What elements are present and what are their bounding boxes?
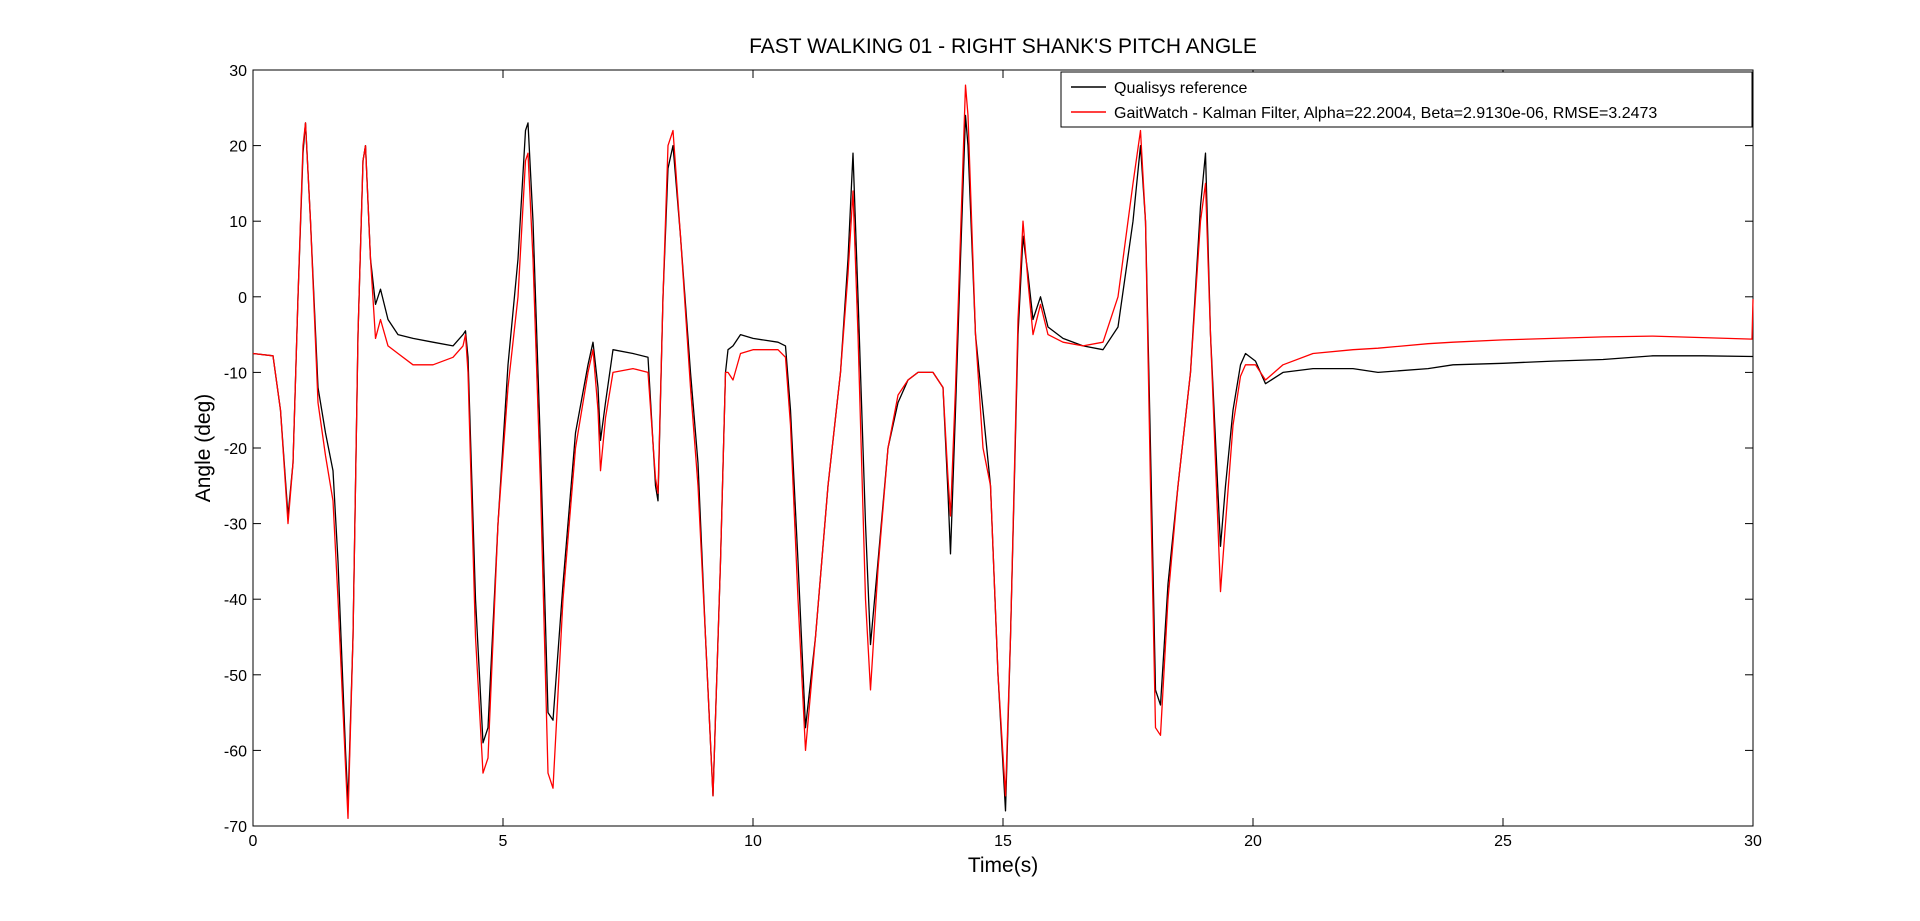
- y-tick-label: -50: [224, 668, 247, 685]
- x-axis-label: Time(s): [968, 854, 1038, 877]
- y-tick-label: -60: [224, 743, 247, 760]
- plot-area: [252, 69, 1754, 827]
- chart-title: FAST WALKING 01 - RIGHT SHANK'S PITCH AN…: [749, 35, 1257, 58]
- legend-label-reference: Qualisys reference: [1114, 80, 1247, 97]
- series-line-gaitwatch-kalman: [252, 84, 1754, 820]
- y-tick-label: 0: [238, 290, 247, 307]
- y-tick-label: 30: [229, 63, 247, 80]
- y-tick-label: -30: [224, 517, 247, 534]
- x-tick-label: 0: [249, 833, 258, 850]
- x-tick-label: 25: [1494, 833, 1512, 850]
- y-tick-label: 10: [229, 214, 247, 231]
- y-tick-label: -40: [224, 592, 247, 609]
- y-tick-label: -20: [224, 441, 247, 458]
- y-tick-label: 20: [229, 139, 247, 156]
- axis-ticks: 0 5 10 15 20 25 30 -70 -60 -50 -40 -30 -20 -10 0 10 20 30: [224, 63, 1762, 850]
- x-tick-label: 15: [994, 833, 1012, 850]
- legend: Qualisys reference GaitWatch - Kalman Fi…: [1060, 71, 1753, 128]
- series-group: [252, 84, 1754, 820]
- x-tick-label: 5: [499, 833, 508, 850]
- legend-label-filter: GaitWatch - Kalman Filter, Alpha=22.2004…: [1114, 105, 1657, 122]
- x-tick-label: 30: [1744, 833, 1762, 850]
- x-tick-label: 10: [744, 833, 762, 850]
- y-tick-label: -10: [224, 365, 247, 382]
- y-tick-label: -70: [224, 819, 247, 836]
- legend-box: [1060, 71, 1753, 128]
- x-tick-label: 20: [1244, 833, 1262, 850]
- y-axis-label: Angle (deg): [192, 394, 215, 503]
